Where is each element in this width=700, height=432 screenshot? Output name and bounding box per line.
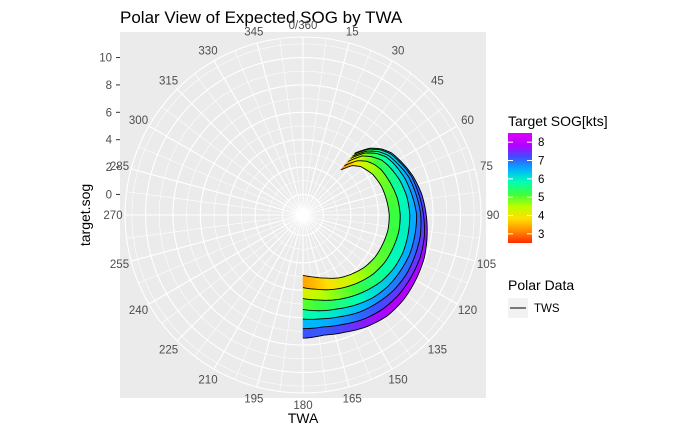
color-legend-tick-label: 7 bbox=[538, 156, 544, 168]
twa-tick-label: 135 bbox=[428, 344, 447, 356]
sog-axis-tick-label: 8 bbox=[106, 80, 112, 92]
grid-spoke bbox=[302, 38, 327, 216]
grid-spoke bbox=[256, 42, 304, 216]
grid-spoke bbox=[302, 60, 393, 216]
x-axis-title: TWA bbox=[288, 410, 319, 426]
grid-spoke bbox=[302, 42, 350, 216]
tws-line-5 bbox=[302, 150, 422, 320]
grid-spoke bbox=[126, 214, 304, 239]
grid-spoke bbox=[279, 38, 304, 216]
sog-bands bbox=[302, 147, 428, 339]
twa-tick-label: 60 bbox=[461, 115, 474, 127]
sog-band-cell bbox=[302, 274, 305, 289]
tws-line-1 bbox=[302, 165, 390, 279]
tws-line-4 bbox=[302, 152, 418, 312]
twa-tick-label: 120 bbox=[458, 305, 477, 317]
twa-tick-label: 15 bbox=[346, 27, 359, 39]
color-legend-title: Target SOG[kts] bbox=[508, 113, 608, 129]
grid-spoke bbox=[279, 214, 304, 392]
sog-axis-tick-label: 6 bbox=[106, 107, 112, 119]
grid-spoke bbox=[302, 50, 372, 216]
color-legend-ticks: 3 4 5 6 7 8 bbox=[508, 137, 545, 241]
grid-spoke bbox=[234, 214, 304, 380]
twa-tick-label: 45 bbox=[431, 76, 444, 88]
grid-spoke bbox=[138, 146, 304, 216]
grid-spoke bbox=[176, 214, 304, 342]
color-legend-tick-label: 8 bbox=[538, 137, 544, 149]
twa-tick-label: 90 bbox=[487, 210, 500, 222]
grid-spoke bbox=[213, 60, 304, 216]
twa-tick-label: 195 bbox=[244, 394, 263, 406]
grid-spoke bbox=[138, 214, 304, 284]
twa-tick-label: 30 bbox=[392, 46, 405, 58]
grid-spoke bbox=[130, 168, 304, 216]
chart-title: Polar View of Expected SOG by TWA bbox=[120, 8, 403, 27]
twa-tick-label: 75 bbox=[480, 161, 493, 173]
sog-axis-tick-label: 2 bbox=[106, 162, 112, 174]
grid-spoke bbox=[302, 73, 412, 216]
twa-tick-label: 210 bbox=[198, 375, 217, 387]
twa-tick-label: 270 bbox=[103, 210, 122, 222]
color-legend-bar bbox=[508, 133, 532, 243]
sog-band-cell bbox=[302, 328, 306, 339]
grid-spoke bbox=[161, 214, 304, 324]
color-legend-tick-label: 6 bbox=[538, 174, 544, 186]
sog-axis: 0 2 4 6 8 10 bbox=[99, 53, 120, 202]
color-legend-tick-label: 3 bbox=[538, 229, 544, 241]
twa-tick-label: 225 bbox=[159, 344, 178, 356]
grid-spoke bbox=[176, 88, 304, 216]
twa-tick-label: 330 bbox=[198, 46, 217, 58]
grid-spoke bbox=[148, 214, 304, 305]
grid-spoke bbox=[213, 214, 304, 370]
polar-grid bbox=[124, 36, 482, 394]
y-axis-title: target.sog bbox=[77, 184, 93, 246]
tws-lines bbox=[302, 147, 428, 339]
grid-spoke bbox=[148, 125, 304, 216]
twa-tick-label: 300 bbox=[129, 115, 148, 127]
color-legend-tick-label: 4 bbox=[538, 211, 545, 223]
grid-spoke bbox=[194, 73, 304, 216]
tws-line-7 bbox=[302, 147, 428, 339]
grid-spoke bbox=[130, 214, 304, 262]
twa-tick-label: 345 bbox=[244, 27, 263, 39]
twa-tick-label: 150 bbox=[388, 375, 407, 387]
line-legend: Polar Data TWS bbox=[508, 277, 574, 318]
twa-tick-label: 315 bbox=[159, 76, 178, 88]
sog-band-cell bbox=[302, 318, 306, 329]
line-legend-title: Polar Data bbox=[508, 277, 574, 293]
twa-tick-label: 105 bbox=[477, 259, 496, 271]
tws-line-6 bbox=[302, 148, 425, 330]
sog-axis-tick-label: 0 bbox=[106, 190, 112, 202]
sog-band-cell bbox=[302, 298, 305, 311]
twa-tick-labels: 0/36015304560759010512013515016518019521… bbox=[103, 20, 499, 412]
grid-spoke bbox=[126, 191, 304, 216]
grid-spoke bbox=[194, 214, 304, 357]
line-legend-label: TWS bbox=[534, 303, 560, 315]
twa-tick-label: 180 bbox=[293, 400, 312, 412]
grid-spoke bbox=[161, 106, 304, 216]
twa-tick-label: 0/360 bbox=[289, 20, 318, 32]
twa-tick-label: 165 bbox=[343, 394, 362, 406]
grid-spoke bbox=[234, 50, 304, 216]
twa-tick-label: 240 bbox=[129, 305, 148, 317]
tws-line-2 bbox=[302, 160, 401, 291]
color-legend-tick-label: 5 bbox=[538, 192, 544, 204]
tws-line-3 bbox=[302, 155, 411, 301]
grid-spoke bbox=[256, 214, 304, 388]
color-legend: Target SOG[kts] 3 4 5 6 7 8 bbox=[508, 113, 608, 243]
twa-tick-label: 255 bbox=[110, 259, 129, 271]
sog-band-cell bbox=[302, 287, 305, 300]
sog-axis-tick-label: 4 bbox=[106, 135, 113, 147]
sog-band-cell bbox=[302, 309, 306, 320]
sog-axis-tick-label: 10 bbox=[99, 53, 112, 65]
